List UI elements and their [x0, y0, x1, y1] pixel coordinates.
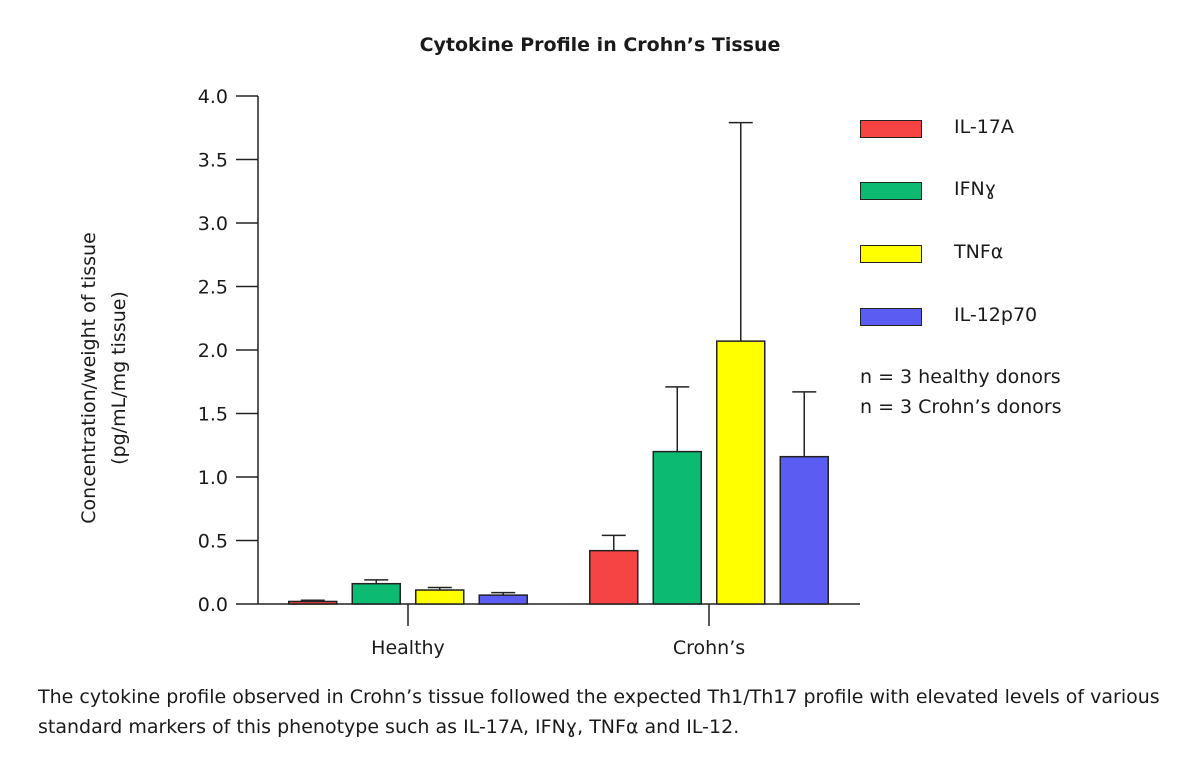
- bar: [589, 549, 639, 605]
- bar: [716, 340, 766, 605]
- bar: [351, 582, 401, 605]
- legend-swatch-ifng: [860, 182, 922, 200]
- bar: [415, 589, 465, 605]
- bar: [478, 594, 528, 605]
- y-tick-label: 0.5: [198, 531, 228, 553]
- legend-swatch-il12p70: [860, 308, 922, 326]
- legend-swatch-tnfa: [860, 245, 922, 263]
- legend-label-ifng: IFNɣ: [954, 178, 997, 200]
- y-tick-label: 2.0: [198, 340, 228, 362]
- legend-label-tnfa: TNFα: [954, 241, 1004, 263]
- x-tick-label: Crohn’s: [673, 637, 745, 659]
- legend-swatch-il17a: [860, 120, 922, 138]
- bar: [779, 455, 829, 605]
- figure-caption: The cytokine profile observed in Crohn’s…: [38, 686, 1160, 738]
- y-tick-label: 2.5: [198, 277, 228, 299]
- y-tick-label: 3.5: [198, 150, 228, 172]
- y-tick-label: 0.0: [198, 594, 228, 616]
- y-tick-label: 1.5: [198, 404, 228, 426]
- y-tick-label: 1.0: [198, 467, 228, 489]
- note-healthy-donors: n = 3 healthy donors: [860, 366, 1061, 388]
- bar: [288, 600, 338, 605]
- x-tick-label: Healthy: [371, 637, 445, 659]
- bar: [652, 450, 702, 605]
- legend-label-il17a: IL-17A: [954, 116, 1014, 138]
- note-crohns-donors: n = 3 Crohn’s donors: [860, 396, 1062, 418]
- y-tick-label: 4.0: [198, 86, 228, 108]
- chart-title: Cytokine Profile in Crohn’s Tissue: [419, 34, 781, 56]
- y-tick-label: 3.0: [198, 213, 228, 235]
- legend-label-il12p70: IL-12p70: [954, 304, 1038, 326]
